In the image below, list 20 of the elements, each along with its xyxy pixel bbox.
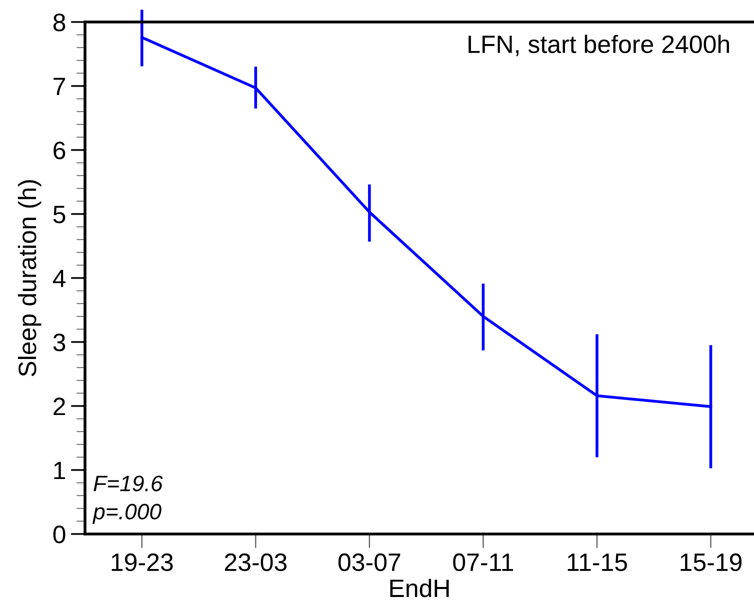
- y-tick-label: 1: [54, 462, 66, 480]
- annotation: F=19.6: [94, 476, 163, 492]
- y-tick-label: 3: [53, 334, 66, 352]
- y-tick-label: 2: [54, 398, 65, 416]
- x-tick-label: 07-11: [453, 553, 514, 572]
- x-tick-label: 19-23: [112, 553, 173, 572]
- y-tick-label: 4: [52, 270, 66, 288]
- y-tick-label: 8: [53, 14, 66, 32]
- y-tick-label: 7: [54, 78, 65, 96]
- x-tick-label: 03-07: [338, 553, 400, 572]
- x-axis-title: EndH: [390, 578, 449, 598]
- y-tick-label: 0: [53, 526, 66, 544]
- x-tick-label: 15-19: [680, 553, 742, 572]
- chart-title: LFN, start before 2400h: [468, 34, 729, 56]
- x-tick-label: 23-03: [224, 553, 287, 572]
- annotation: p=.000: [92, 504, 162, 524]
- y-tick-label: 6: [54, 142, 66, 160]
- y-tick-label: 5: [53, 206, 66, 224]
- x-tick-label: 11-15: [568, 554, 627, 572]
- y-axis-title: Sleep duration (h): [18, 180, 42, 376]
